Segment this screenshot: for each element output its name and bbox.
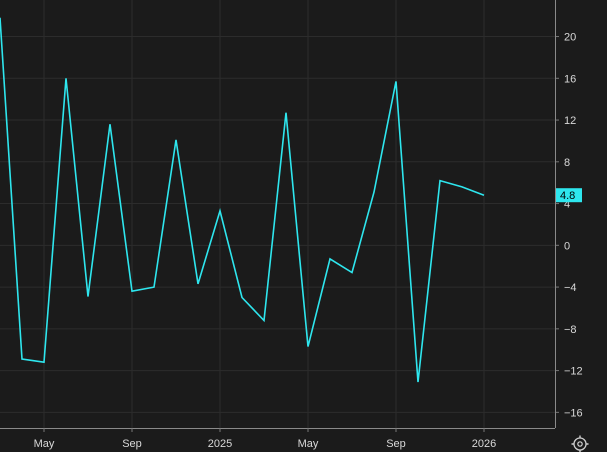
y-tick-label: 16 [564,73,576,85]
labels: May Sep 2025 May Sep 2026 20 16 12 8 4 0 −4 −8 −12 −16 4… [34,32,583,450]
x-tick-label: 2026 [472,438,496,450]
y-tick-label: −8 [564,324,577,336]
x-tick-label: 2025 [208,438,232,450]
y-tick-label: −4 [564,282,577,294]
y-tick-label: −16 [564,407,583,419]
y-tick-label: −12 [564,366,583,378]
y-tick-label: 4 [564,199,570,211]
settings-gear-icon[interactable] [571,435,589,452]
x-tick-label: May [34,438,55,450]
x-tick-label: Sep [386,438,406,450]
last-value-label: 4.8 [560,190,575,202]
last-value-badge [556,188,582,203]
x-tick-label: Sep [122,438,142,450]
y-tick-label: 8 [564,157,570,169]
y-tick-label: 0 [564,240,570,252]
y-tick-label: 20 [564,32,576,44]
series-layer [0,17,485,383]
x-tick-label: May [298,438,319,450]
grid [0,0,555,428]
axes [0,0,559,432]
y-tick-label: 12 [564,115,576,127]
series-line [0,17,485,383]
